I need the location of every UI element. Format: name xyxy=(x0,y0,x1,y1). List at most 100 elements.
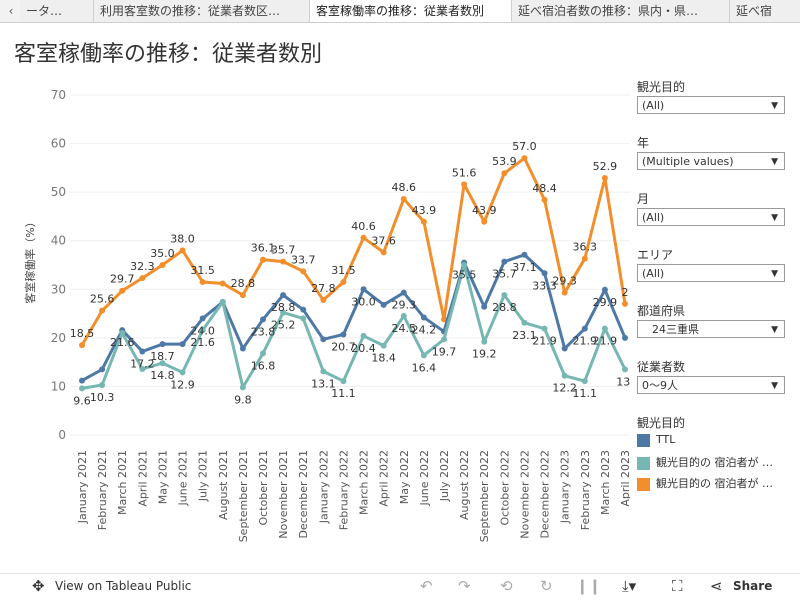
data-point[interactable] xyxy=(541,325,548,332)
filter-area-select[interactable]: (All) ▼ xyxy=(637,264,785,282)
revert-icon[interactable]: ⟲ xyxy=(500,577,513,595)
data-point[interactable] xyxy=(159,360,166,367)
data-point[interactable] xyxy=(320,296,327,303)
data-point[interactable] xyxy=(420,218,427,225)
filter-prefecture-select[interactable]: 24三重県 ▼ xyxy=(637,320,785,338)
data-point[interactable] xyxy=(501,170,508,177)
data-point[interactable] xyxy=(380,301,387,308)
redo-icon[interactable]: ↷ xyxy=(458,577,471,595)
data-point[interactable] xyxy=(99,366,106,373)
data-point[interactable] xyxy=(481,218,488,225)
data-point[interactable] xyxy=(521,251,528,258)
data-point[interactable] xyxy=(360,234,367,241)
data-point[interactable] xyxy=(441,316,447,323)
data-point[interactable] xyxy=(139,348,146,355)
legend-item-orange[interactable]: 観光目的の 宿泊者が … xyxy=(637,475,773,491)
data-point[interactable] xyxy=(461,181,468,188)
data-point[interactable] xyxy=(239,345,246,352)
data-point[interactable] xyxy=(300,315,307,322)
data-point[interactable] xyxy=(481,338,488,345)
legend-item-ttl[interactable]: TTL xyxy=(637,433,675,447)
share-button[interactable]: Share xyxy=(733,579,773,593)
data-point[interactable] xyxy=(622,366,628,373)
data-point[interactable] xyxy=(380,342,387,349)
data-point[interactable] xyxy=(139,365,146,372)
data-point[interactable] xyxy=(79,385,85,392)
data-point[interactable] xyxy=(139,275,146,282)
pause-icon[interactable]: ❙❙ xyxy=(576,577,602,595)
data-point[interactable] xyxy=(601,286,608,293)
data-point[interactable] xyxy=(541,270,548,277)
data-point[interactable] xyxy=(320,368,327,375)
data-point[interactable] xyxy=(441,336,447,343)
tab-prev-button[interactable]: ‹ xyxy=(8,4,14,18)
filter-year-select[interactable]: (Multiple values) ▼ xyxy=(637,152,785,170)
tab-guest-nights[interactable]: 延べ宿泊者数の推移：県内・県… xyxy=(512,0,730,22)
data-point[interactable] xyxy=(280,309,287,316)
data-point[interactable] xyxy=(159,341,166,348)
data-point[interactable] xyxy=(622,300,628,307)
data-point[interactable] xyxy=(300,306,307,313)
data-point[interactable] xyxy=(360,332,367,339)
data-point[interactable] xyxy=(420,352,427,359)
data-point[interactable] xyxy=(501,258,508,265)
filter-employees-select[interactable]: 0～9人 ▼ xyxy=(637,376,785,394)
data-point[interactable] xyxy=(320,336,327,343)
undo-icon[interactable]: ↶ xyxy=(420,577,433,595)
data-point[interactable] xyxy=(622,334,628,341)
data-point[interactable] xyxy=(420,314,427,321)
filter-month-select[interactable]: (All) ▼ xyxy=(637,208,785,226)
data-point[interactable] xyxy=(159,262,166,268)
data-point[interactable] xyxy=(601,175,608,182)
data-point[interactable] xyxy=(179,247,186,254)
data-point[interactable] xyxy=(601,325,608,332)
tab-occupancy-rate[interactable]: 客室稼働率の推移：従業者数別 xyxy=(310,0,512,22)
data-point[interactable] xyxy=(561,289,568,296)
data-point[interactable] xyxy=(541,196,548,203)
series-line[interactable] xyxy=(80,156,627,346)
series-line[interactable] xyxy=(81,263,627,390)
legend-item-teal[interactable]: 観光目的の 宿泊者が … xyxy=(637,454,773,470)
data-point[interactable] xyxy=(581,255,588,262)
data-point[interactable] xyxy=(360,286,367,293)
data-point[interactable] xyxy=(340,378,347,385)
data-point[interactable] xyxy=(400,195,407,202)
filter-purpose-select[interactable]: (All) ▼ xyxy=(637,96,785,114)
data-point[interactable] xyxy=(280,258,287,265)
data-point[interactable] xyxy=(199,279,206,285)
data-point[interactable] xyxy=(199,315,206,322)
data-point[interactable] xyxy=(380,249,387,256)
data-point[interactable] xyxy=(300,268,307,275)
view-on-tableau-link[interactable]: View on Tableau Public xyxy=(55,579,192,593)
data-point[interactable] xyxy=(179,341,186,348)
data-point[interactable] xyxy=(400,313,407,319)
data-point[interactable] xyxy=(99,381,106,388)
data-point[interactable] xyxy=(521,319,528,326)
data-point[interactable] xyxy=(239,292,246,299)
data-point[interactable] xyxy=(581,378,588,385)
data-point[interactable] xyxy=(239,384,246,391)
data-point[interactable] xyxy=(99,307,106,314)
data-point[interactable] xyxy=(119,330,126,336)
data-point[interactable] xyxy=(79,342,85,349)
data-point[interactable] xyxy=(481,303,488,310)
data-point[interactable] xyxy=(260,350,266,357)
share-icon[interactable]: ⋖ xyxy=(710,577,723,595)
data-point[interactable] xyxy=(561,345,568,352)
series-line[interactable] xyxy=(81,253,627,382)
refresh-icon[interactable]: ↻ xyxy=(540,577,553,595)
tab-rooms-used[interactable]: 利用客室数の推移：従業者数区… xyxy=(94,0,310,22)
data-point[interactable] xyxy=(79,377,85,384)
data-point[interactable] xyxy=(340,279,347,285)
data-point[interactable] xyxy=(260,316,266,323)
tab-data[interactable]: ータ… xyxy=(20,0,94,22)
download-icon[interactable]: ⤓▾ xyxy=(622,577,637,595)
tab-more[interactable]: 延べ宿 xyxy=(730,0,800,22)
data-point[interactable] xyxy=(260,256,266,263)
data-point[interactable] xyxy=(581,325,588,332)
data-point[interactable] xyxy=(340,331,347,338)
data-point[interactable] xyxy=(199,327,206,334)
fullscreen-icon[interactable]: ⛶ xyxy=(672,577,683,595)
data-point[interactable] xyxy=(400,289,407,296)
data-point[interactable] xyxy=(521,155,528,162)
